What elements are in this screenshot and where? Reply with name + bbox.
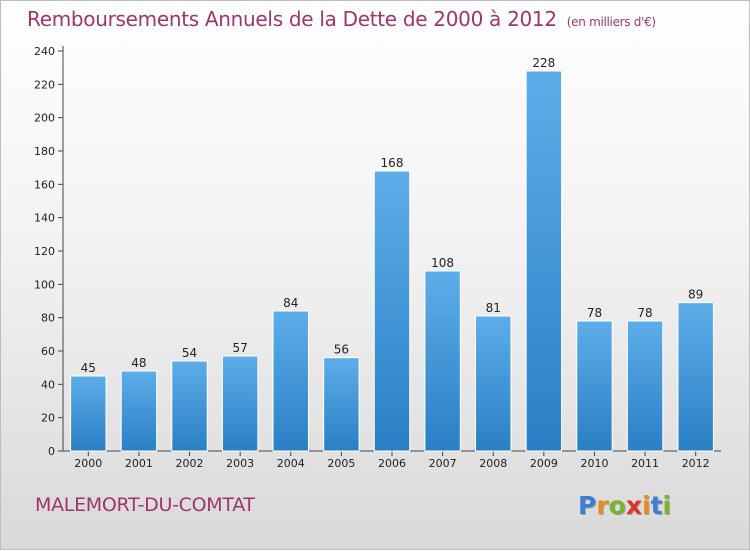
x-tick-label: 2006	[378, 457, 406, 470]
value-label-2002: 54	[182, 346, 197, 360]
bars	[70, 70, 714, 452]
x-tick-label: 2012	[682, 457, 710, 470]
logo-letter: i	[662, 491, 672, 520]
value-label-2011: 78	[637, 306, 652, 320]
y-tick-label: 220	[34, 78, 55, 91]
y-tick-label: 0	[48, 445, 55, 458]
y-tick-label: 120	[34, 245, 55, 258]
bar-2000	[70, 375, 107, 452]
logo-letter: x	[625, 491, 642, 520]
bar-2006	[373, 170, 411, 452]
x-axis: 2000 2001 2002 2003 2004 2005 2006 2007 2008 2009…	[63, 450, 721, 470]
value-label-2009: 228	[532, 56, 555, 70]
y-tick-label: 100	[34, 278, 55, 291]
bar-2002	[171, 360, 208, 452]
bar-2001	[120, 370, 158, 452]
logo-letter: i	[642, 491, 651, 520]
value-label-2000: 45	[81, 361, 96, 375]
value-label-2003: 57	[233, 341, 248, 355]
logo-letter: r	[596, 491, 609, 520]
value-label-2012: 89	[688, 288, 703, 302]
bar-2010	[576, 320, 613, 452]
bar-2009	[525, 70, 563, 452]
city-name: MALEMORT-DU-COMTAT	[35, 494, 255, 516]
x-tick-label: 2003	[226, 457, 254, 470]
y-tick-label: 240	[34, 45, 55, 58]
y-tick-label: 80	[41, 312, 55, 325]
value-labels: 45 48 54 57 84 56 168 108 81 228 78 78 89	[81, 56, 704, 375]
chart-title: Remboursements Annuels de la Dette de 20…	[27, 7, 656, 31]
x-tick-label: 2008	[479, 457, 507, 470]
y-tick-label: 140	[34, 212, 55, 225]
bar-2004	[272, 310, 309, 452]
x-tick-label: 2005	[327, 457, 355, 470]
y-tick-label: 40	[41, 378, 55, 391]
logo-letter: P	[578, 491, 597, 520]
x-tick-label: 2010	[580, 457, 608, 470]
y-tick-label: 60	[41, 345, 55, 358]
x-tick-label: 2000	[74, 457, 102, 470]
y-tick-label: 180	[34, 145, 55, 158]
proxiti-logo: Proxiti	[578, 491, 671, 520]
y-tick-label: 20	[41, 412, 55, 425]
x-tick-label: 2011	[631, 457, 659, 470]
title-unit: (en milliers d'€)	[566, 15, 656, 29]
bar-2011	[626, 320, 664, 452]
value-label-2006: 168	[381, 156, 404, 170]
x-tick-label: 2001	[125, 457, 153, 470]
x-tick-label: 2009	[530, 457, 558, 470]
value-label-2004: 84	[283, 296, 298, 310]
bar-2003	[221, 355, 259, 452]
value-label-2005: 56	[334, 343, 349, 357]
title-text: Remboursements Annuels de la Dette de 20…	[27, 7, 557, 31]
value-label-2001: 48	[131, 356, 146, 370]
bar-2012	[677, 302, 714, 452]
x-tick-label: 2007	[429, 457, 457, 470]
logo-letter: o	[608, 491, 626, 520]
value-label-2007: 108	[431, 256, 454, 270]
logo-letter: t	[650, 491, 663, 520]
value-label-2008: 81	[486, 301, 501, 315]
x-tick-label: 2002	[176, 457, 204, 470]
y-tick-label: 200	[34, 112, 55, 125]
bar-2007	[424, 270, 461, 452]
x-tick-label: 2004	[277, 457, 305, 470]
bar-2005	[323, 357, 360, 452]
y-tick-label: 160	[34, 178, 55, 191]
bar-2008	[475, 315, 512, 452]
value-label-2010: 78	[587, 306, 602, 320]
y-axis: 0 20 40 60 80 100 120 140 160 180 200 220 240	[34, 45, 64, 458]
